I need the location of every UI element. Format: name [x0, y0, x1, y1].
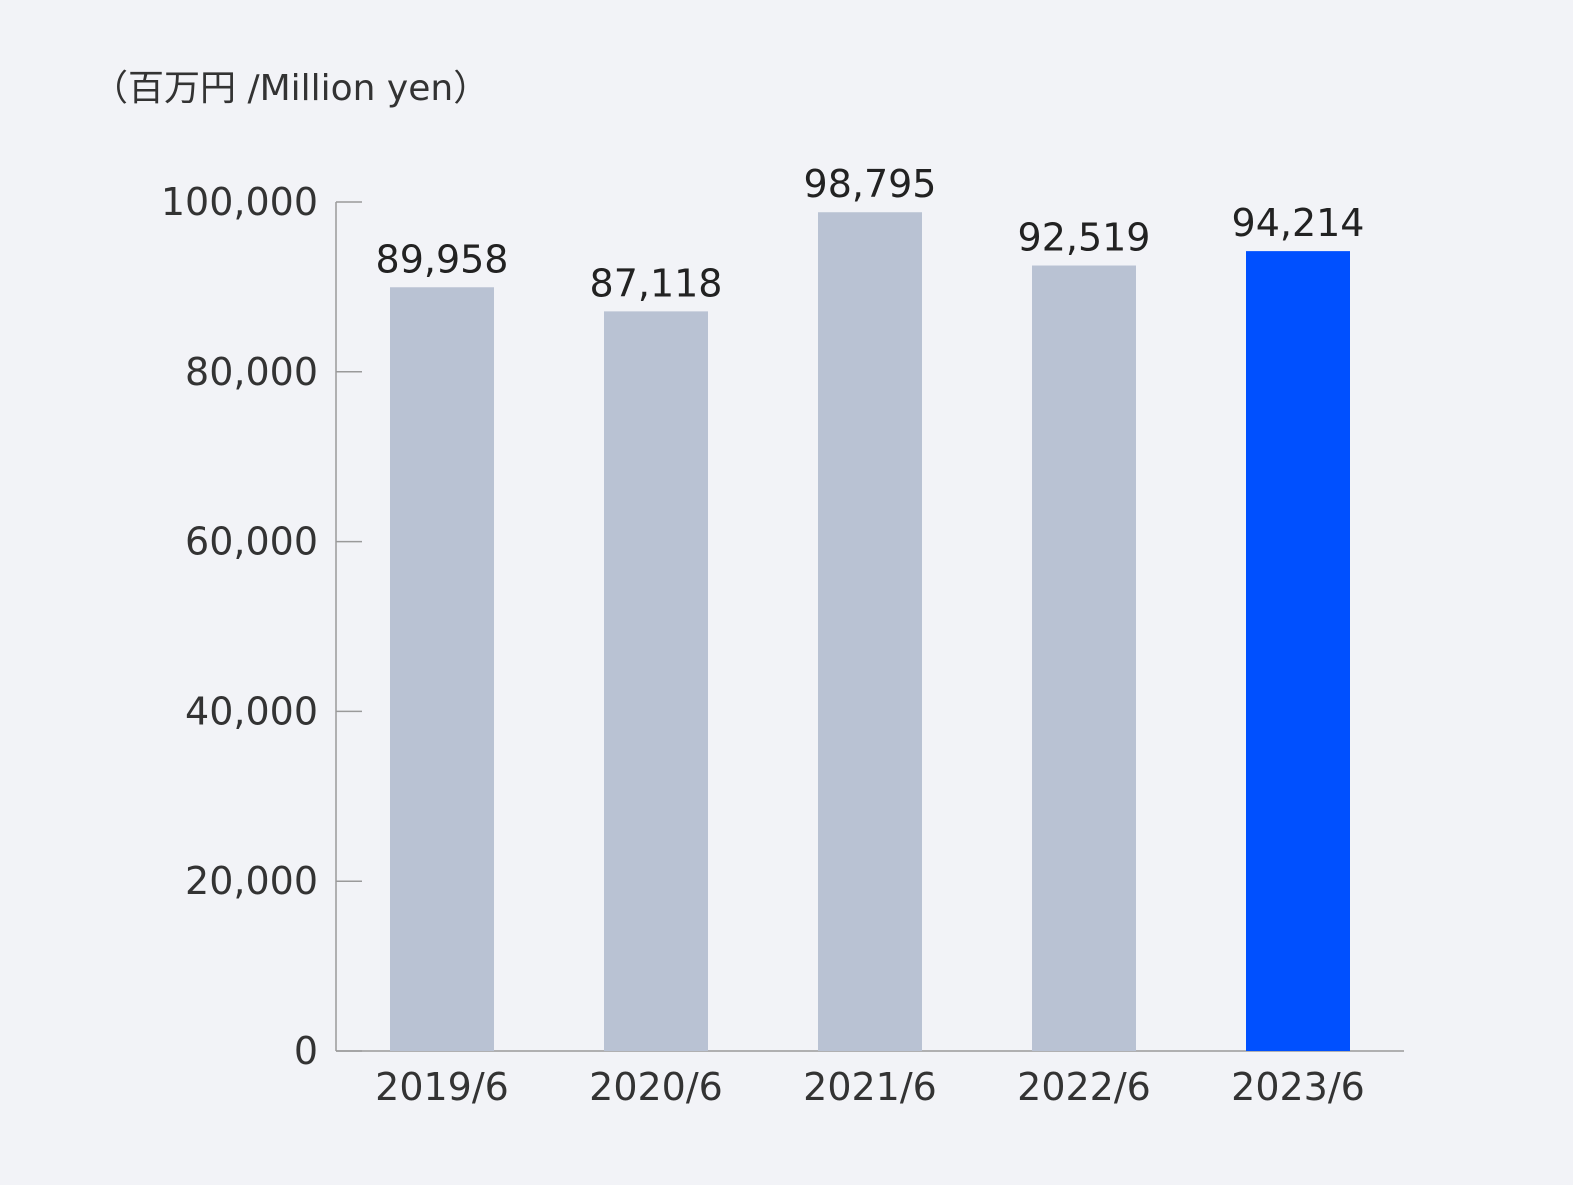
data-label: 94,214	[1232, 201, 1365, 245]
y-tick-label: 40,000	[185, 689, 318, 733]
x-tick-label: 2020/6	[589, 1065, 723, 1109]
data-label: 87,118	[590, 261, 723, 305]
bar-2022-6	[1032, 265, 1136, 1052]
x-tick-label: 2023/6	[1231, 1065, 1365, 1109]
bar-2021-6	[818, 212, 922, 1051]
bar-2019-6	[390, 287, 494, 1051]
data-label: 89,958	[376, 237, 509, 281]
x-tick-label: 2021/6	[803, 1065, 937, 1109]
y-tick-label: 20,000	[185, 859, 318, 903]
x-tick-label: 2019/6	[375, 1065, 509, 1109]
data-label: 98,795	[804, 162, 937, 206]
y-tick-label: 100,000	[161, 180, 318, 224]
y-tick-label: 80,000	[185, 350, 318, 394]
x-tick-labels: 2019/6 2020/6 2021/6 2022/6 2023/6	[375, 1065, 1365, 1109]
y-tick-label: 0	[294, 1029, 318, 1073]
bar-2023-6	[1246, 251, 1350, 1051]
data-label: 92,519	[1018, 216, 1151, 260]
y-tick-labels: 0 20,000 40,000 60,000 80,000 100,000	[161, 180, 318, 1073]
unit-label: （百万円 /Million yen）	[92, 68, 489, 109]
x-tick-label: 2022/6	[1017, 1065, 1151, 1109]
bars	[390, 212, 1350, 1052]
y-tick-label: 60,000	[185, 520, 318, 564]
bar-2020-6	[604, 311, 708, 1052]
value-labels: 89,958 87,118 98,795 92,519 94,214	[376, 162, 1365, 305]
